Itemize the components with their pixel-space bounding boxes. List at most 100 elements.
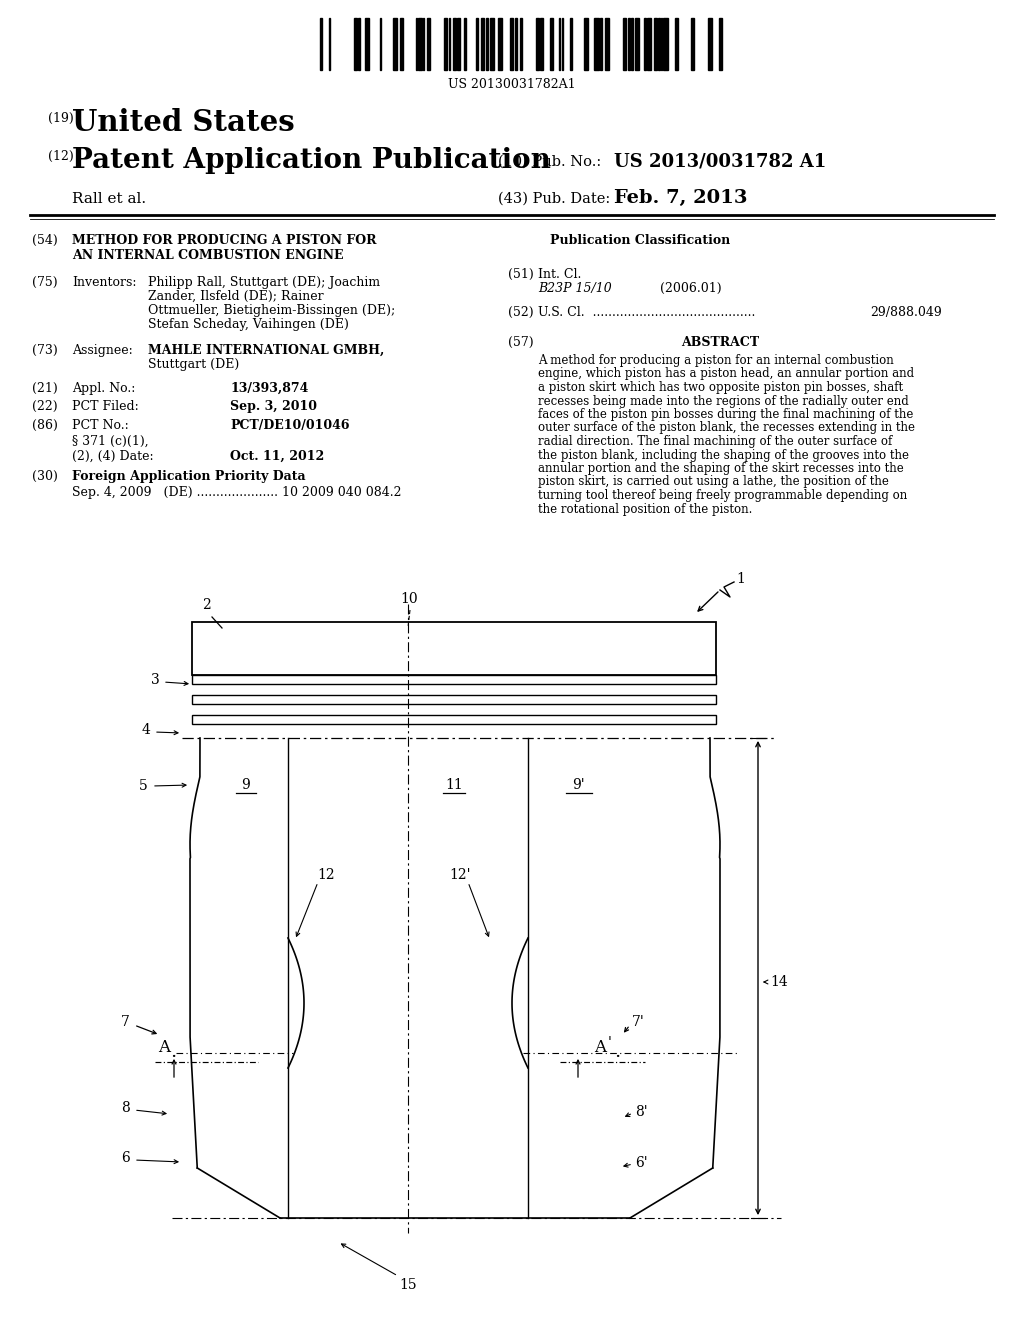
Bar xyxy=(540,18,544,70)
Text: Zander, Ilsfeld (DE); Rainer: Zander, Ilsfeld (DE); Rainer xyxy=(148,290,324,304)
Text: Stefan Scheday, Vaihingen (DE): Stefan Scheday, Vaihingen (DE) xyxy=(148,318,349,331)
Text: 8: 8 xyxy=(121,1101,130,1115)
Text: the piston blank, including the shaping of the grooves into the: the piston blank, including the shaping … xyxy=(538,449,909,462)
Bar xyxy=(365,18,369,70)
Text: Feb. 7, 2013: Feb. 7, 2013 xyxy=(614,189,748,207)
Text: 4: 4 xyxy=(141,723,150,737)
Bar xyxy=(449,18,451,70)
Text: (52): (52) xyxy=(508,306,534,319)
Bar xyxy=(193,696,716,704)
Text: US 2013/0031782 A1: US 2013/0031782 A1 xyxy=(614,152,826,170)
Text: 6': 6' xyxy=(635,1156,647,1170)
Bar xyxy=(193,715,716,723)
Text: (19): (19) xyxy=(48,112,74,125)
Text: 9': 9' xyxy=(571,777,585,792)
Text: turning tool thereof being freely programmable depending on: turning tool thereof being freely progra… xyxy=(538,488,907,502)
Text: .: . xyxy=(614,1043,621,1061)
Bar xyxy=(520,18,522,70)
Text: METHOD FOR PRODUCING A PISTON FOR: METHOD FOR PRODUCING A PISTON FOR xyxy=(72,234,377,247)
Bar xyxy=(585,18,588,70)
Text: 1: 1 xyxy=(736,572,744,586)
Text: 5: 5 xyxy=(139,779,148,793)
Bar xyxy=(537,18,539,70)
Text: the rotational position of the piston.: the rotational position of the piston. xyxy=(538,503,753,516)
Text: 8': 8' xyxy=(635,1105,647,1119)
Text: U.S. Cl.  ..........................................: U.S. Cl. ...............................… xyxy=(538,306,756,319)
Text: United States: United States xyxy=(72,108,295,137)
Text: Patent Application Publication: Patent Application Publication xyxy=(72,147,551,174)
Text: AN INTERNAL COMBUSTION ENGINE: AN INTERNAL COMBUSTION ENGINE xyxy=(72,249,343,261)
Bar xyxy=(647,18,651,70)
Text: Oct. 11, 2012: Oct. 11, 2012 xyxy=(230,450,325,463)
Bar xyxy=(354,18,356,70)
Text: Assignee:: Assignee: xyxy=(72,345,133,356)
Text: engine, which piston has a piston head, an annular portion and: engine, which piston has a piston head, … xyxy=(538,367,914,380)
Text: PCT Filed:: PCT Filed: xyxy=(72,400,138,413)
Bar xyxy=(644,18,646,70)
Text: 10: 10 xyxy=(400,591,418,606)
Bar xyxy=(319,18,323,70)
Bar xyxy=(550,18,553,70)
Bar xyxy=(624,18,627,70)
Bar xyxy=(453,18,456,70)
Bar xyxy=(393,18,397,70)
Text: B23P 15/10: B23P 15/10 xyxy=(538,282,611,294)
Bar xyxy=(489,18,494,70)
Bar xyxy=(357,18,360,70)
Text: A method for producing a piston for an internal combustion: A method for producing a piston for an i… xyxy=(538,354,894,367)
Text: 13/393,874: 13/393,874 xyxy=(230,381,308,395)
Text: A: A xyxy=(158,1040,170,1056)
Bar xyxy=(464,18,467,70)
Text: outer surface of the piston blank, the recesses extending in the: outer surface of the piston blank, the r… xyxy=(538,421,915,434)
Text: Inventors:: Inventors: xyxy=(72,276,136,289)
Text: (73): (73) xyxy=(32,345,57,356)
Text: 11: 11 xyxy=(445,777,463,792)
Text: (21): (21) xyxy=(32,381,57,395)
Bar xyxy=(708,18,712,70)
Text: (54): (54) xyxy=(32,234,57,247)
Text: 2: 2 xyxy=(202,598,210,612)
Text: Rall et al.: Rall et al. xyxy=(72,191,146,206)
Text: (2), (4) Date:: (2), (4) Date: xyxy=(72,450,154,463)
Text: 29/888.049: 29/888.049 xyxy=(870,306,942,319)
Text: PCT No.:: PCT No.: xyxy=(72,418,129,432)
Text: annular portion and the shaping of the skirt recesses into the: annular portion and the shaping of the s… xyxy=(538,462,904,475)
Bar xyxy=(193,622,716,675)
Text: 12: 12 xyxy=(317,869,335,882)
Text: 9: 9 xyxy=(242,777,251,792)
Text: Ottmueller, Bietigheim-Bissingen (DE);: Ottmueller, Bietigheim-Bissingen (DE); xyxy=(148,304,395,317)
Text: (43) Pub. Date:: (43) Pub. Date: xyxy=(498,191,610,206)
Text: PCT/DE10/01046: PCT/DE10/01046 xyxy=(230,418,349,432)
Text: US 20130031782A1: US 20130031782A1 xyxy=(449,78,575,91)
Text: radial direction. The final machining of the outer surface of: radial direction. The final machining of… xyxy=(538,436,892,447)
Text: 14: 14 xyxy=(770,975,787,989)
Text: Sep. 4, 2009   (DE) ..................... 10 2009 040 084.2: Sep. 4, 2009 (DE) ..................... … xyxy=(72,486,401,499)
Text: Foreign Application Priority Data: Foreign Application Priority Data xyxy=(72,470,305,483)
Text: A: A xyxy=(594,1040,606,1056)
Bar xyxy=(444,18,447,70)
Text: (30): (30) xyxy=(32,470,58,483)
Text: faces of the piston pin bosses during the final machining of the: faces of the piston pin bosses during th… xyxy=(538,408,913,421)
Bar xyxy=(486,18,488,70)
Bar xyxy=(600,18,602,70)
Text: § 371 (c)(1),: § 371 (c)(1), xyxy=(72,436,148,447)
Bar xyxy=(329,18,330,70)
Text: ABSTRACT: ABSTRACT xyxy=(681,337,759,348)
Bar xyxy=(658,18,660,70)
Text: .: . xyxy=(170,1043,176,1061)
Bar xyxy=(653,18,656,70)
Bar xyxy=(515,18,517,70)
Bar xyxy=(427,18,430,70)
Bar xyxy=(719,18,723,70)
Bar xyxy=(631,18,634,70)
Bar xyxy=(595,18,599,70)
Bar xyxy=(559,18,560,70)
Text: (12): (12) xyxy=(48,150,74,162)
Text: 6: 6 xyxy=(121,1151,130,1166)
Text: MAHLE INTERNATIONAL GMBH,: MAHLE INTERNATIONAL GMBH, xyxy=(148,345,384,356)
Text: (22): (22) xyxy=(32,400,57,413)
Bar xyxy=(629,18,630,70)
Text: ': ' xyxy=(608,1036,612,1049)
Bar xyxy=(476,18,478,70)
Text: a piston skirt which has two opposite piston pin bosses, shaft: a piston skirt which has two opposite pi… xyxy=(538,381,903,393)
